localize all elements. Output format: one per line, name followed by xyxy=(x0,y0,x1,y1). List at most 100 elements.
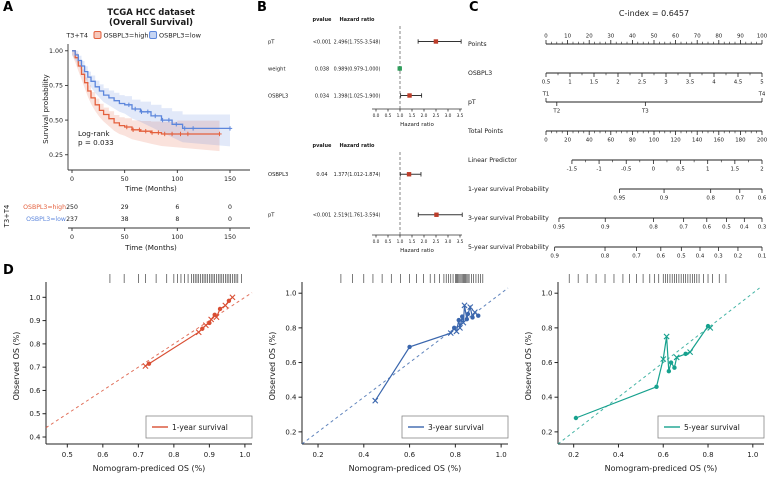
svg-text:3-year survival Probability: 3-year survival Probability xyxy=(468,215,549,222)
svg-text:0.5: 0.5 xyxy=(62,451,73,459)
svg-text:60: 60 xyxy=(672,34,679,40)
svg-text:-0.5: -0.5 xyxy=(621,167,632,173)
svg-text:1-year survival Probability: 1-year survival Probability xyxy=(468,186,549,193)
svg-text:T3+T4: T3+T4 xyxy=(65,32,88,40)
svg-text:Hazard ratio: Hazard ratio xyxy=(400,248,434,254)
svg-text:0.5: 0.5 xyxy=(542,80,551,86)
svg-text:0.9: 0.9 xyxy=(550,254,559,260)
svg-text:0: 0 xyxy=(544,138,548,144)
svg-text:Log-rank: Log-rank xyxy=(78,129,110,138)
panel-label-b: B xyxy=(257,0,267,15)
svg-text:0.6: 0.6 xyxy=(29,387,41,395)
svg-text:50: 50 xyxy=(121,176,129,183)
svg-text:0.4: 0.4 xyxy=(613,451,625,459)
svg-text:0.5: 0.5 xyxy=(676,167,685,173)
svg-text:250: 250 xyxy=(66,204,78,211)
svg-text:0.4: 0.4 xyxy=(740,225,749,231)
svg-text:4: 4 xyxy=(712,80,716,86)
svg-text:38: 38 xyxy=(121,216,129,223)
svg-text:50: 50 xyxy=(651,34,658,40)
svg-text:0.1: 0.1 xyxy=(758,254,767,260)
svg-text:6: 6 xyxy=(175,204,179,211)
svg-text:0.2: 0.2 xyxy=(734,254,743,260)
svg-text:20: 20 xyxy=(586,34,593,40)
svg-text:OSBPL3: OSBPL3 xyxy=(268,172,288,178)
svg-text:Observed OS (%): Observed OS (%) xyxy=(524,332,533,401)
svg-text:2: 2 xyxy=(760,167,763,173)
svg-text:0: 0 xyxy=(544,34,548,40)
svg-text:0.9: 0.9 xyxy=(204,451,215,459)
svg-text:40: 40 xyxy=(629,34,636,40)
svg-text:150: 150 xyxy=(224,234,236,241)
svg-text:0: 0 xyxy=(228,204,232,211)
svg-text:2.496(1.755-3.548): 2.496(1.755-3.548) xyxy=(334,39,381,45)
svg-text:Points: Points xyxy=(468,41,487,48)
svg-text:1.0: 1.0 xyxy=(285,290,296,298)
svg-text:30: 30 xyxy=(607,34,614,40)
svg-text:Time (Months): Time (Months) xyxy=(124,243,177,252)
svg-text:5-year survival Probability: 5-year survival Probability xyxy=(468,244,549,251)
calibration-plot-1-year: 0.5 0.6 0.7 0.8 0.9 1.0 0.4 0.5 0.6 0.7 0.8 0.9 1.0 N… xyxy=(8,270,258,484)
svg-text:0.3: 0.3 xyxy=(758,225,767,231)
svg-text:0.6: 0.6 xyxy=(657,254,666,260)
svg-text:0.6: 0.6 xyxy=(658,451,670,459)
svg-text:0.9: 0.9 xyxy=(29,317,40,325)
svg-text:1.0: 1.0 xyxy=(397,239,404,245)
svg-text:Hazard ratio: Hazard ratio xyxy=(339,17,375,23)
svg-text:2: 2 xyxy=(616,80,619,86)
svg-text:1.5: 1.5 xyxy=(409,239,416,245)
svg-text:0.2: 0.2 xyxy=(541,428,552,436)
svg-text:(Overall Survival): (Overall Survival) xyxy=(109,18,193,28)
svg-text:pT: pT xyxy=(468,99,476,106)
svg-text:0.4: 0.4 xyxy=(358,451,370,459)
svg-text:0.034: 0.034 xyxy=(315,93,329,99)
svg-text:3.0: 3.0 xyxy=(445,113,452,119)
svg-text:pvalue: pvalue xyxy=(313,17,332,23)
svg-text:1.0: 1.0 xyxy=(239,451,250,459)
svg-text:p = 0.033: p = 0.033 xyxy=(78,138,114,147)
svg-text:70: 70 xyxy=(694,34,701,40)
svg-text:Hazard ratio: Hazard ratio xyxy=(339,143,375,149)
svg-text:1.0: 1.0 xyxy=(541,290,552,298)
nomogram: C-index = 0.6457 Points 0 10 20 30 40 50 60 70 80 9… xyxy=(466,2,776,264)
svg-text:0.5: 0.5 xyxy=(29,410,40,418)
svg-text:0.7: 0.7 xyxy=(29,364,40,372)
svg-text:0.8: 0.8 xyxy=(702,451,713,459)
calibration-plot-3-year: 0.2 0.4 0.6 0.8 1.0 0.2 0.4 0.6 0.8 1.0 Nomogram-p… xyxy=(264,270,514,484)
svg-text:3.5: 3.5 xyxy=(457,239,464,245)
svg-text:C-index = 0.6457: C-index = 0.6457 xyxy=(619,9,689,18)
svg-text:50: 50 xyxy=(121,234,129,241)
svg-text:0.3: 0.3 xyxy=(714,254,723,260)
svg-text:4.5: 4.5 xyxy=(734,80,743,86)
svg-text:80: 80 xyxy=(629,138,636,144)
svg-text:0.6: 0.6 xyxy=(702,225,711,231)
svg-text:1.0: 1.0 xyxy=(496,451,507,459)
svg-text:2.0: 2.0 xyxy=(421,239,428,245)
svg-text:Nomogram-prediced OS (%): Nomogram-prediced OS (%) xyxy=(349,464,462,473)
svg-text:<0.001: <0.001 xyxy=(313,39,332,45)
svg-text:OSBPL3=low: OSBPL3=low xyxy=(159,32,202,40)
svg-text:3.0: 3.0 xyxy=(445,239,452,245)
svg-text:100: 100 xyxy=(171,234,183,241)
svg-text:0.8: 0.8 xyxy=(168,451,179,459)
svg-text:0.8: 0.8 xyxy=(285,324,296,332)
svg-text:0.8: 0.8 xyxy=(601,254,610,260)
svg-text:1.5: 1.5 xyxy=(731,167,740,173)
svg-text:2.5: 2.5 xyxy=(433,113,440,119)
svg-text:1.5: 1.5 xyxy=(590,80,599,86)
svg-text:OSBPL3: OSBPL3 xyxy=(268,93,288,99)
svg-text:0.2: 0.2 xyxy=(568,451,579,459)
svg-text:0.04: 0.04 xyxy=(316,172,327,178)
svg-text:Nomogram-prediced OS (%): Nomogram-prediced OS (%) xyxy=(93,464,206,473)
svg-text:Observed OS (%): Observed OS (%) xyxy=(268,332,277,401)
svg-text:40: 40 xyxy=(586,138,593,144)
panel-label-d: D xyxy=(3,263,14,278)
svg-text:3.5: 3.5 xyxy=(686,80,695,86)
svg-text:0.4: 0.4 xyxy=(541,394,553,402)
svg-text:80: 80 xyxy=(715,34,722,40)
svg-text:2.519(1.761-3.594): 2.519(1.761-3.594) xyxy=(334,213,381,219)
svg-text:0.6: 0.6 xyxy=(97,451,109,459)
svg-text:1.0: 1.0 xyxy=(397,113,404,119)
svg-text:OSBPL3=high: OSBPL3=high xyxy=(104,32,149,40)
forest-plot-multivariate: pvalue Hazard ratio pT <0.001 2.496(1.755-3.… xyxy=(256,10,468,134)
